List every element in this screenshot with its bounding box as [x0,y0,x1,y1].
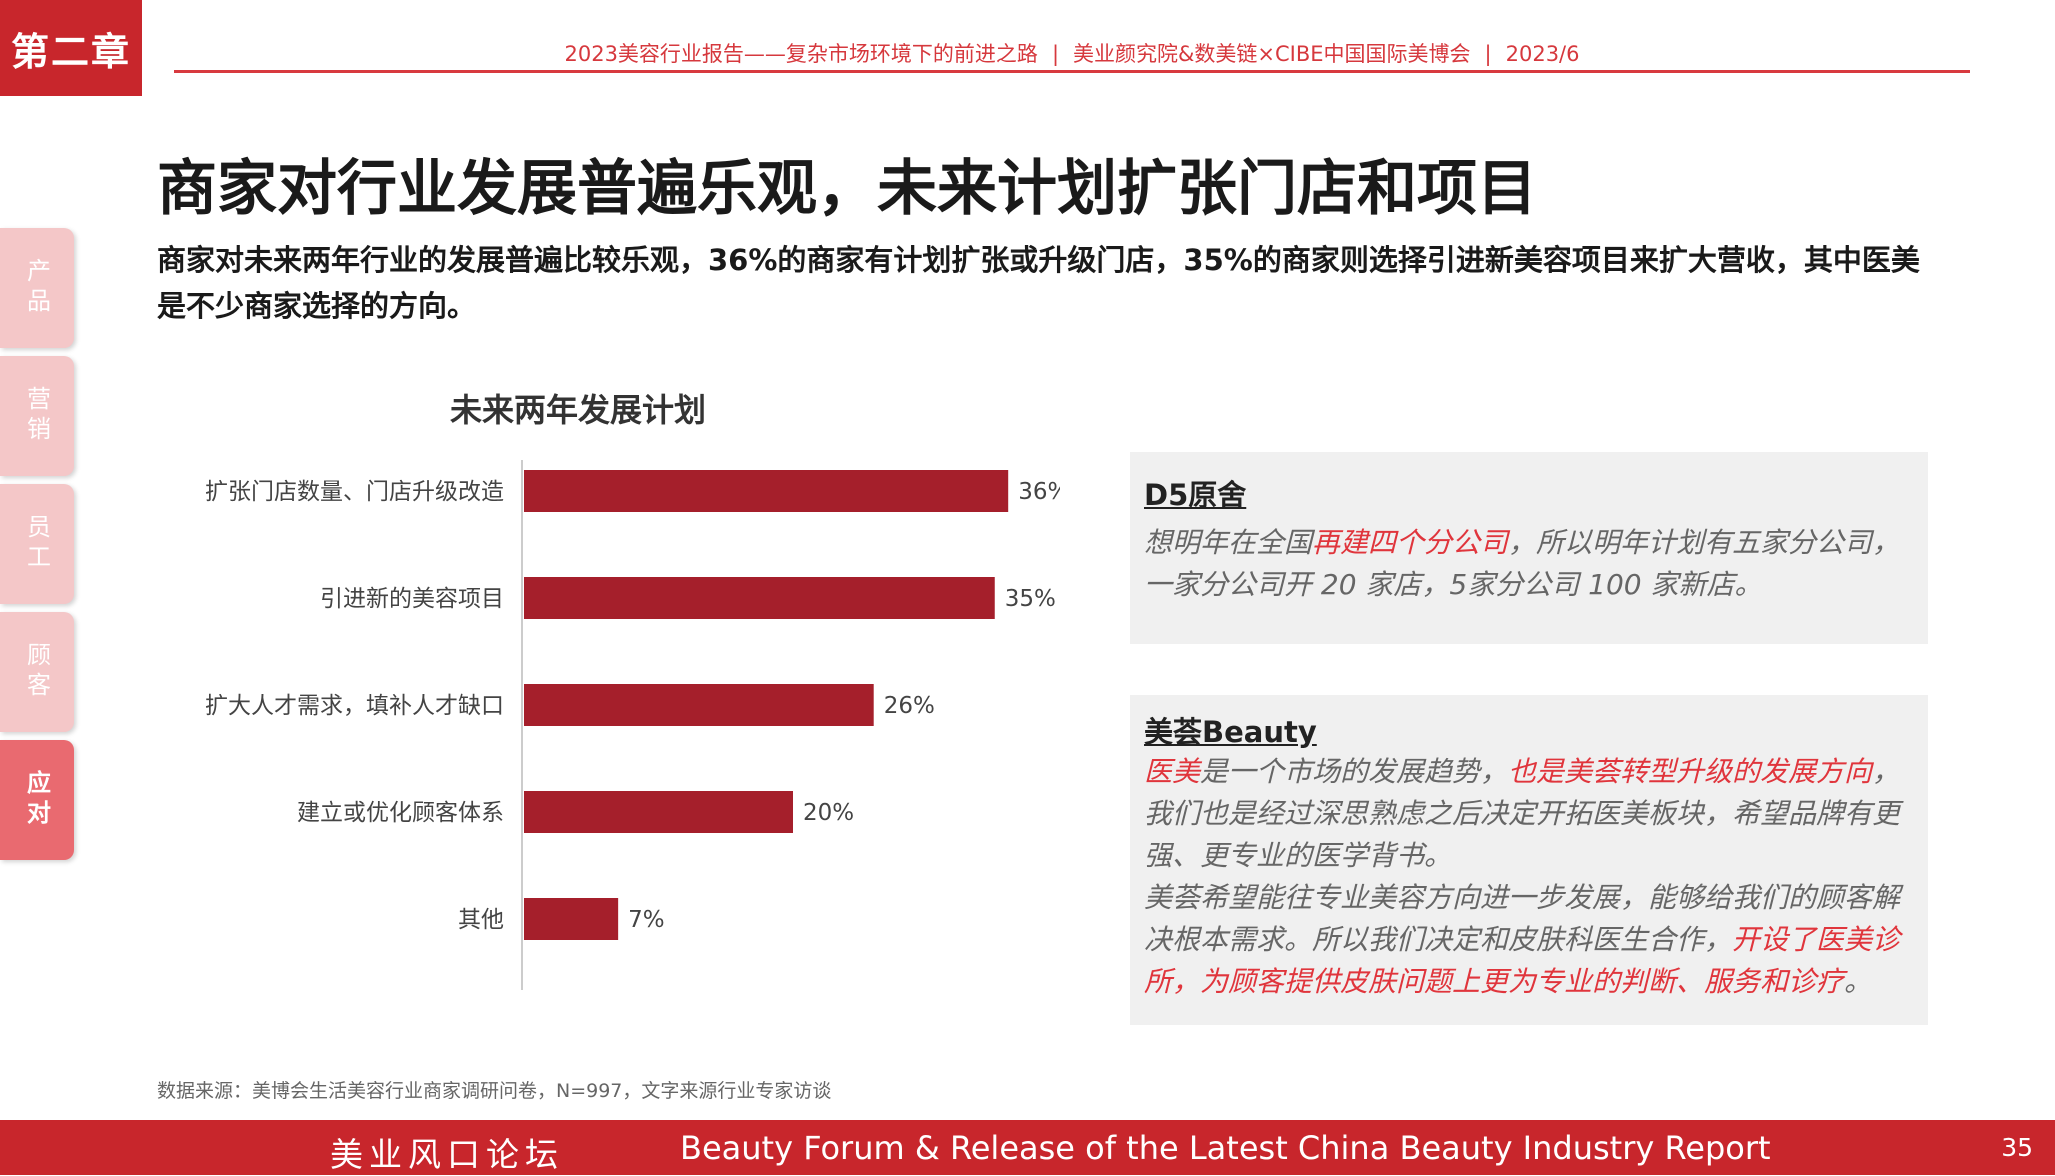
side-nav-item[interactable]: 应对 [0,740,74,860]
quote-text: 是一个市场的发展趋势， [1200,755,1509,788]
category-label: 其他 [458,907,504,933]
chapter-tab: 第二章 [0,0,142,96]
header-report: 2023美容行业报告——复杂市场环境下的前进之路 [564,42,1038,66]
side-nav-item[interactable]: 产品 [0,228,74,348]
bar [524,898,619,940]
category-label: 建立或优化顾客体系 [297,800,504,826]
bar [524,470,1009,512]
value-label: 20% [803,800,854,826]
category-label: 引进新的美容项目 [320,586,504,612]
header-meta: 2023美容行业报告——复杂市场环境下的前进之路 | 美业颜究院&数美链×CIBE中… [564,42,1580,66]
bar [524,684,874,726]
side-nav-item[interactable]: 营销 [0,356,74,476]
value-label: 26% [884,693,935,719]
page-title: 商家对行业发展普遍乐观，未来计划扩张门店和项目 [157,154,1537,224]
quote-title: 美荟Beauty [1144,715,1317,749]
quote-highlight: 也是美荟转型升级的发展方向 [1508,755,1873,788]
quote-text: ，我们也是经过深思熟虑之后决定开拓医美板块，希望品牌有更强、更专业的医学背书。 [1144,755,1901,872]
header-divider [174,70,1970,73]
side-nav: 产品 营销 员工 顾客 应对 [0,228,78,868]
header-org: 美业颜究院&数美链×CIBE中国国际美博会 [1073,42,1471,66]
data-source: 数据来源：美博会生活美容行业商家调研问卷，N=997，文字来源行业专家访谈 [157,1080,832,1102]
bar [524,791,793,833]
footer-bar: 美业风口论坛 Beauty Forum & Release of the Lat… [0,1120,2055,1175]
bar-chart: 扩张门店数量、门店升级改造 36% 引进新的美容项目 35% 扩大人才需求，填补人才缺口… [205,460,1060,990]
quote-body: 医美是一个市场的发展趋势，也是美荟转型升级的发展方向，我们也是经过深思熟虑之后决… [1144,751,1908,1003]
side-nav-item[interactable]: 顾客 [0,612,74,732]
footer-forum-name: 美业风口论坛 [330,1135,564,1174]
page-number: 35 [2001,1133,2033,1162]
chart-title: 未来两年发展计划 [450,391,707,429]
quote-highlight: 医美 [1144,755,1201,788]
value-label: 36% [1018,479,1060,505]
category-label: 扩大人才需求，填补人才缺口 [205,693,504,719]
footer-tagline: Beauty Forum & Release of the Latest Chi… [680,1129,1771,1167]
value-label: 7% [628,907,665,933]
quote-box-meihui: 美荟Beauty 医美是一个市场的发展趋势，也是美荟转型升级的发展方向，我们也是… [1130,695,1928,1025]
header-date: 2023/6 [1505,42,1580,66]
quote-body: 想明年在全国再建四个分公司，所以明年计划有五家分公司，一家分公司开 20 家店，… [1144,522,1908,606]
quote-highlight: 开设了医美诊所，为顾客提供皮肤问题上更为专业的判断、服务和诊疗 [1144,923,1901,998]
quote-box-d5: D5原舍 想明年在全国再建四个分公司，所以明年计划有五家分公司，一家分公司开 2… [1130,452,1928,644]
quote-text: 。 [1844,965,1873,998]
quote-text: 想明年在全国 [1144,526,1313,559]
value-label: 35% [1005,586,1056,612]
quote-highlight: 再建四个分公司 [1312,526,1509,559]
page-subtitle: 商家对未来两年行业的发展普遍比较乐观，36%的商家有计划扩张或升级门店，35%的… [157,243,1920,323]
bar [524,577,995,619]
quote-title: D5原舍 [1144,478,1247,512]
side-nav-item[interactable]: 员工 [0,484,74,604]
category-label: 扩张门店数量、门店升级改造 [205,479,504,505]
quote-text: ，所以明年计划有五家分公司，一家分公司开 20 家店，5家分公司 100 家新店… [1144,526,1901,601]
quote-text: 美荟希望能往专业美容方向进一步发展，能够给我们的顾客解决根本需求。所以我们决定和… [1144,881,1901,956]
